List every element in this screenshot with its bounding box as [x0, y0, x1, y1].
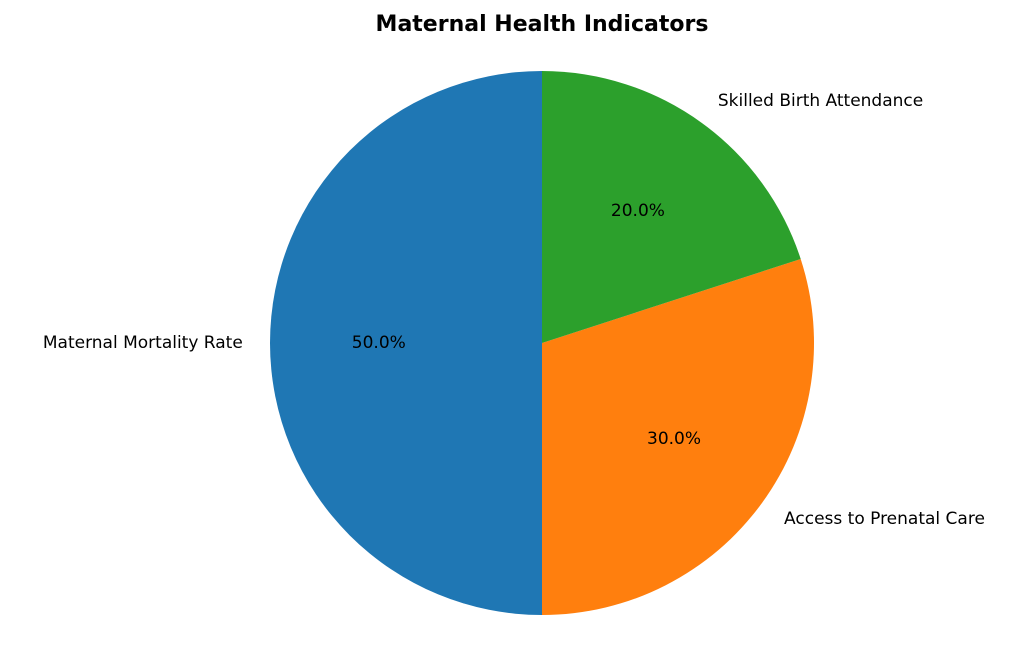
chart-title: Maternal Health Indicators	[376, 12, 709, 37]
value-label: 50.0%	[352, 333, 406, 353]
slice-label: Maternal Mortality Rate	[43, 333, 243, 353]
pie-slice	[542, 258, 815, 615]
value-label: 20.0%	[611, 201, 665, 221]
slice-label: Access to Prenatal Care	[784, 509, 985, 529]
pie-slice	[270, 71, 542, 615]
pie-slice	[542, 71, 801, 343]
slice-label: Skilled Birth Attendance	[718, 91, 923, 111]
value-label: 30.0%	[647, 429, 701, 449]
